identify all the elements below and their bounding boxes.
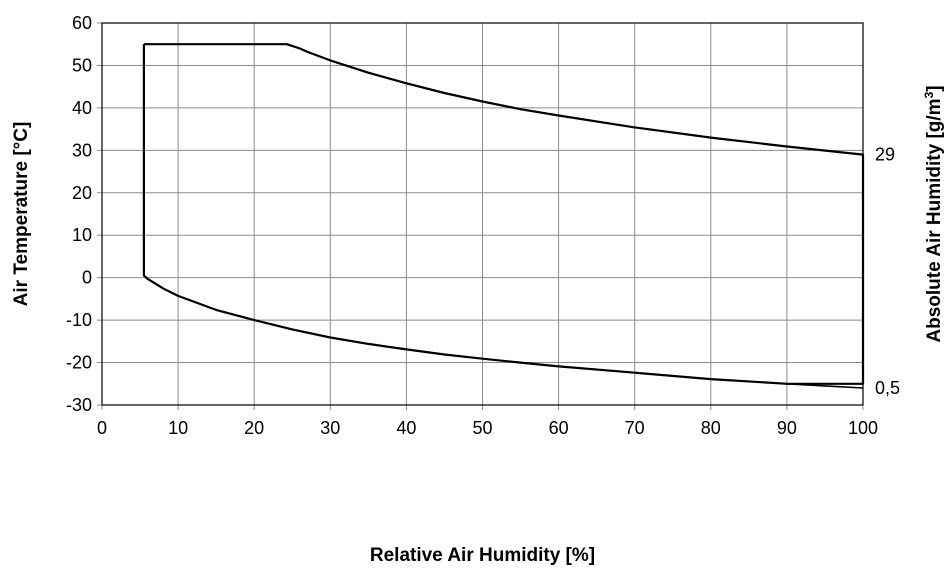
y-tick-label: 60 [72, 13, 92, 33]
y-tick-label: 40 [72, 98, 92, 118]
x-tick-label: 30 [320, 418, 340, 438]
x-axis-title: Relative Air Humidity [%] [370, 545, 595, 566]
y-tick-label: 30 [72, 140, 92, 160]
x-tick-label: 70 [625, 418, 645, 438]
x-tick-label: 50 [472, 418, 492, 438]
right-axis-value: 29 [875, 145, 895, 165]
y-tick-label: -30 [66, 395, 92, 415]
lower-limit-line [786, 383, 864, 389]
operating-envelope-line [142, 43, 865, 385]
data-layer [142, 43, 865, 389]
y-tick-label: -10 [66, 310, 92, 330]
right-axis-values: 290,5 [875, 145, 900, 398]
y-tick-label: -20 [66, 353, 92, 373]
y-tick-labels: -30 -20 -10 0 10 20 30 40 50 60 [66, 13, 92, 415]
right-axis-title-end: ] [924, 85, 945, 91]
right-axis-value: 0,5 [875, 378, 900, 398]
x-tick-label: 10 [168, 418, 188, 438]
grid-layer [97, 22, 864, 410]
plot-frame [101, 22, 864, 406]
x-tick-label: 100 [848, 418, 878, 438]
x-tick-label: 40 [396, 418, 416, 438]
x-tick-label: 0 [97, 418, 107, 438]
x-tick-label: 80 [701, 418, 721, 438]
y-tick-label: 10 [72, 225, 92, 245]
x-tick-label: 90 [777, 418, 797, 438]
right-axis-title-main: Absolute Air Humidity [g/m [924, 98, 945, 342]
y-tick-label: 20 [72, 183, 92, 203]
x-tick-label: 60 [549, 418, 569, 438]
x-tick-labels: 0 10 20 30 40 50 60 70 80 90 100 [97, 418, 878, 438]
right-axis-title: Absolute Air Humidity [g/m3] [922, 85, 945, 342]
x-tick-label: 20 [244, 418, 264, 438]
y-tick-label: 50 [72, 55, 92, 75]
right-axis-title-superscript: 3 [922, 91, 936, 98]
y-tick-label: 0 [82, 268, 92, 288]
y-axis-title: Air Temperature [°C] [11, 122, 32, 307]
